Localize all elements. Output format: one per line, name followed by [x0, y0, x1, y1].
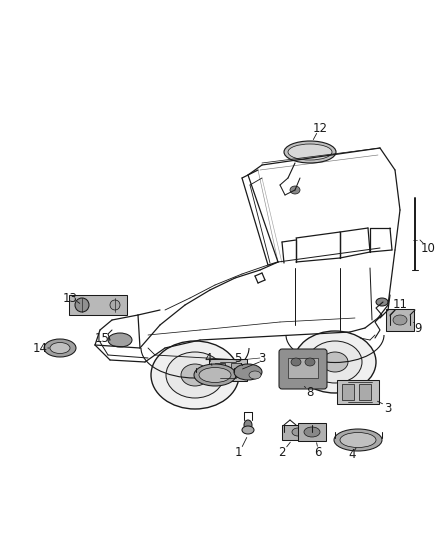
Ellipse shape [166, 352, 224, 398]
FancyBboxPatch shape [279, 349, 327, 389]
Bar [337, 380, 379, 404]
Ellipse shape [44, 339, 76, 357]
Ellipse shape [292, 428, 304, 436]
Text: 12: 12 [312, 122, 328, 134]
Ellipse shape [151, 341, 239, 409]
Ellipse shape [242, 426, 254, 434]
Text: 13: 13 [63, 292, 78, 304]
Text: 14: 14 [32, 342, 47, 354]
Ellipse shape [322, 352, 348, 372]
Bar [386, 309, 414, 331]
Ellipse shape [334, 429, 382, 451]
Bar [231, 363, 241, 377]
Text: 4: 4 [348, 448, 356, 462]
Ellipse shape [75, 298, 89, 312]
Ellipse shape [393, 315, 407, 325]
Text: 8: 8 [306, 385, 314, 399]
Ellipse shape [340, 432, 376, 448]
Ellipse shape [294, 331, 376, 393]
Text: 6: 6 [314, 446, 322, 458]
Ellipse shape [284, 141, 336, 163]
Ellipse shape [376, 298, 388, 306]
Ellipse shape [108, 333, 132, 347]
Text: 10: 10 [420, 241, 435, 254]
Ellipse shape [249, 371, 261, 379]
Ellipse shape [288, 144, 332, 160]
Ellipse shape [50, 343, 70, 353]
Ellipse shape [305, 358, 315, 366]
Text: 3: 3 [384, 401, 392, 415]
Ellipse shape [304, 427, 320, 437]
Bar [342, 384, 354, 400]
Bar [282, 424, 314, 440]
Ellipse shape [199, 367, 231, 383]
Ellipse shape [181, 364, 209, 386]
Ellipse shape [244, 420, 252, 430]
Bar [298, 423, 326, 441]
Text: 4: 4 [204, 351, 212, 365]
Text: 5: 5 [234, 351, 242, 365]
Ellipse shape [291, 358, 301, 366]
Bar [69, 295, 127, 315]
Ellipse shape [234, 364, 262, 380]
Bar [209, 359, 247, 381]
Text: 15: 15 [95, 332, 110, 344]
Bar [215, 363, 225, 377]
Ellipse shape [110, 300, 120, 310]
Text: 2: 2 [278, 446, 286, 458]
Text: 3: 3 [258, 351, 266, 365]
Ellipse shape [290, 186, 300, 194]
Text: 9: 9 [414, 321, 422, 335]
Text: 1: 1 [234, 446, 242, 458]
Bar [288, 358, 318, 378]
Text: 11: 11 [392, 298, 407, 311]
Bar [359, 384, 371, 400]
Ellipse shape [308, 341, 362, 383]
Ellipse shape [194, 364, 236, 386]
